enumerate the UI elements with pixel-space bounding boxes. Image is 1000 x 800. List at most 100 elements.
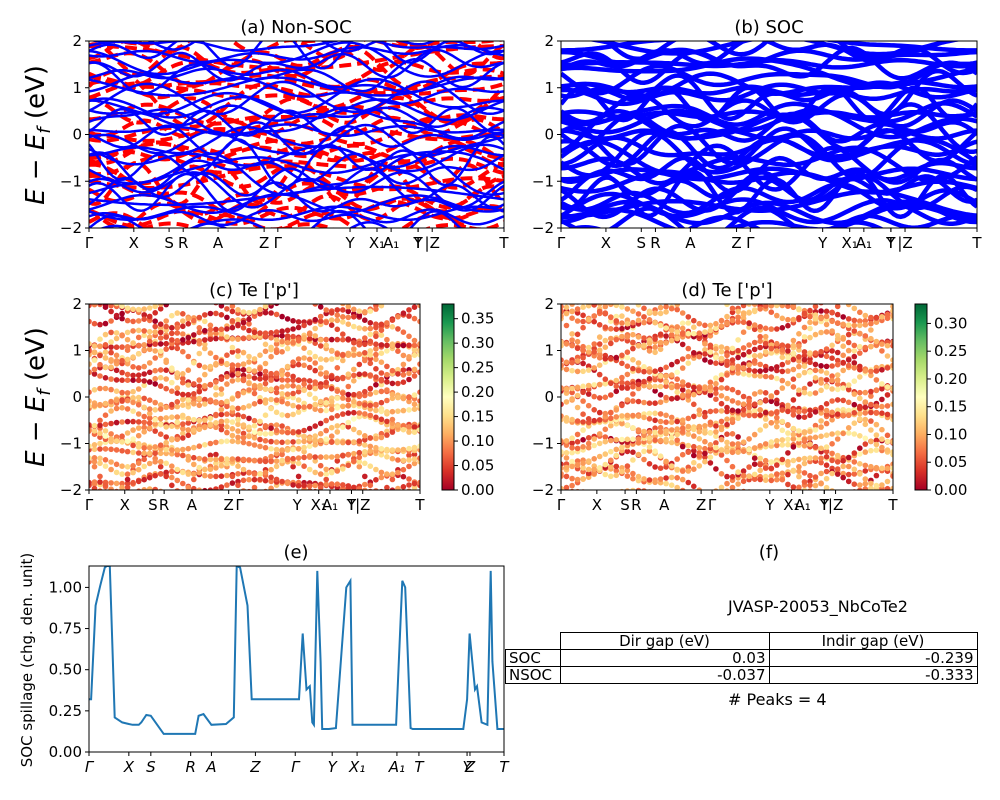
projection-point bbox=[301, 404, 307, 411]
projection-point bbox=[790, 376, 797, 383]
projection-point bbox=[169, 414, 175, 421]
projection-point bbox=[229, 324, 236, 331]
projection-point bbox=[257, 398, 263, 405]
x-tick-label: Z bbox=[731, 234, 741, 252]
projection-point bbox=[890, 465, 893, 471]
projection-point bbox=[146, 369, 153, 376]
projection-point bbox=[417, 479, 420, 486]
projection-point bbox=[674, 437, 680, 444]
projection-point bbox=[774, 438, 780, 444]
projection-point bbox=[191, 485, 197, 490]
projection-point bbox=[724, 352, 730, 359]
projection-point bbox=[373, 389, 379, 396]
soc-band bbox=[89, 205, 504, 222]
projection-point bbox=[746, 362, 752, 368]
projection-point bbox=[812, 361, 819, 368]
projection-point bbox=[108, 408, 114, 414]
projection-point bbox=[652, 368, 658, 375]
projection-point bbox=[235, 336, 241, 343]
projection-point bbox=[367, 352, 374, 358]
projection-point bbox=[862, 462, 869, 469]
projection-point bbox=[373, 501, 379, 507]
projection-point bbox=[141, 445, 147, 451]
projection-point bbox=[119, 484, 125, 490]
projection-point bbox=[591, 349, 597, 355]
projection-point bbox=[240, 422, 247, 428]
projection-point bbox=[851, 378, 858, 385]
projection-point bbox=[834, 459, 841, 465]
projection-point bbox=[390, 500, 396, 506]
soc-band bbox=[89, 106, 504, 140]
projection-point bbox=[152, 367, 158, 374]
projection-point bbox=[191, 285, 197, 291]
soc-band bbox=[561, 41, 977, 53]
projection-point bbox=[152, 381, 158, 387]
projection-point bbox=[119, 332, 125, 338]
projection-point bbox=[735, 319, 741, 325]
projection-point bbox=[135, 460, 142, 467]
projection-point bbox=[624, 334, 631, 340]
projection-point bbox=[102, 400, 109, 407]
projection-point bbox=[862, 468, 869, 474]
panel-e-title: (e) bbox=[283, 542, 308, 563]
projection-point bbox=[746, 401, 752, 408]
projection-point bbox=[146, 334, 153, 341]
y-tick-label: 0 bbox=[72, 126, 82, 144]
projection-point bbox=[207, 473, 214, 480]
projection-point bbox=[619, 402, 625, 409]
projection-point bbox=[351, 352, 357, 358]
projection-point bbox=[197, 292, 203, 298]
projection-point bbox=[97, 402, 103, 409]
projection-point bbox=[152, 323, 158, 330]
projection-point bbox=[124, 371, 131, 378]
projection-point bbox=[862, 399, 869, 405]
projection-point bbox=[251, 368, 258, 374]
projection-point bbox=[163, 367, 169, 374]
projection-point bbox=[406, 463, 412, 470]
projection-point bbox=[262, 330, 269, 337]
projection-point bbox=[630, 308, 636, 315]
projection-point bbox=[585, 444, 592, 451]
projection-point bbox=[561, 385, 564, 392]
colorbar-tick-label: 0.05 bbox=[461, 457, 494, 475]
projection-point bbox=[608, 392, 614, 398]
projection-point bbox=[729, 474, 736, 480]
projection-point bbox=[823, 363, 830, 370]
projection-point bbox=[796, 436, 802, 442]
projection-point bbox=[713, 346, 719, 352]
projection-point bbox=[180, 289, 186, 295]
projection-point bbox=[630, 365, 636, 372]
projection-point bbox=[169, 365, 175, 372]
projection-point bbox=[185, 415, 192, 422]
projection-point bbox=[657, 437, 664, 444]
projection-point bbox=[757, 368, 763, 374]
projection-point bbox=[202, 345, 208, 352]
projection-point bbox=[218, 391, 225, 397]
projection-point bbox=[180, 396, 186, 403]
projection-point bbox=[834, 407, 841, 414]
y-tick-label: 1 bbox=[544, 79, 554, 97]
projection-point bbox=[417, 389, 420, 395]
projection-point bbox=[367, 385, 374, 392]
projection-point bbox=[635, 477, 642, 484]
projection-point bbox=[246, 334, 252, 341]
projection-point bbox=[801, 436, 808, 443]
projection-point bbox=[312, 340, 319, 347]
projection-point bbox=[840, 430, 846, 437]
projection-point bbox=[340, 424, 346, 430]
projection-point bbox=[328, 433, 335, 440]
x-tick-label: Y bbox=[885, 234, 896, 252]
projection-point bbox=[796, 464, 802, 470]
x-tick-label: Γ bbox=[557, 496, 566, 514]
projection-point bbox=[378, 408, 385, 415]
projection-point bbox=[102, 421, 109, 428]
projection-point bbox=[757, 490, 763, 496]
projection-point bbox=[807, 478, 813, 485]
projection-point bbox=[135, 351, 142, 357]
projection-point bbox=[657, 424, 664, 431]
projection-point bbox=[395, 447, 401, 453]
projection-point bbox=[613, 313, 620, 320]
projection-point bbox=[340, 395, 346, 401]
projection-point bbox=[630, 357, 636, 363]
